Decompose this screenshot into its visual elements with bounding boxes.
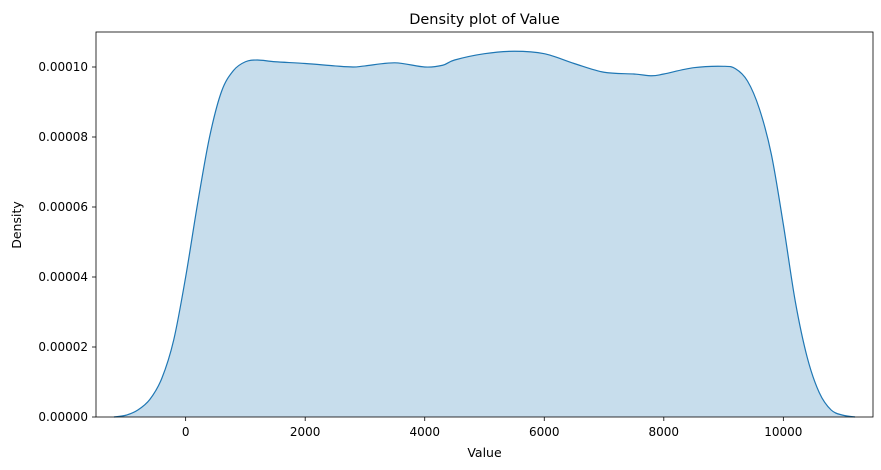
x-tick-label: 2000: [290, 425, 321, 439]
x-tick-label: 6000: [529, 425, 560, 439]
plot-frame: [95, 31, 874, 418]
x-tick-label: 8000: [649, 425, 680, 439]
y-tick-label: 0.00004: [38, 270, 88, 284]
y-tick-label: 0.00002: [38, 340, 88, 354]
x-tick-label: 0: [182, 425, 190, 439]
x-tick-label: 10000: [764, 425, 802, 439]
x-tick-label: 4000: [409, 425, 440, 439]
y-tick-label: 0.00010: [38, 60, 88, 74]
y-tick-label: 0.00006: [38, 200, 88, 214]
y-tick-label: 0.00000: [38, 410, 88, 424]
density-curve-line: [113, 50, 856, 418]
x-axis-ticks: 0 2000 4000 6000 8000 10000: [182, 417, 802, 439]
y-axis-label: Density: [9, 201, 24, 249]
plot-area: [113, 50, 856, 418]
x-axis-label: Value: [467, 445, 502, 460]
density-fill-area: [113, 51, 856, 417]
chart-title: Density plot of Value: [409, 12, 560, 28]
y-axis-ticks: 0.00000 0.00002 0.00004 0.00006 0.00008 0.000…: [38, 60, 96, 424]
y-tick-label: 0.00008: [38, 130, 88, 144]
